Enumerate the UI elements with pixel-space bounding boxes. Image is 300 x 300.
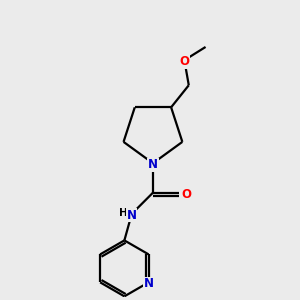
- Text: H: H: [119, 208, 128, 218]
- Text: N: N: [127, 209, 137, 222]
- Text: O: O: [179, 55, 189, 68]
- Text: N: N: [144, 278, 154, 290]
- Text: O: O: [181, 188, 191, 201]
- Text: N: N: [148, 158, 158, 171]
